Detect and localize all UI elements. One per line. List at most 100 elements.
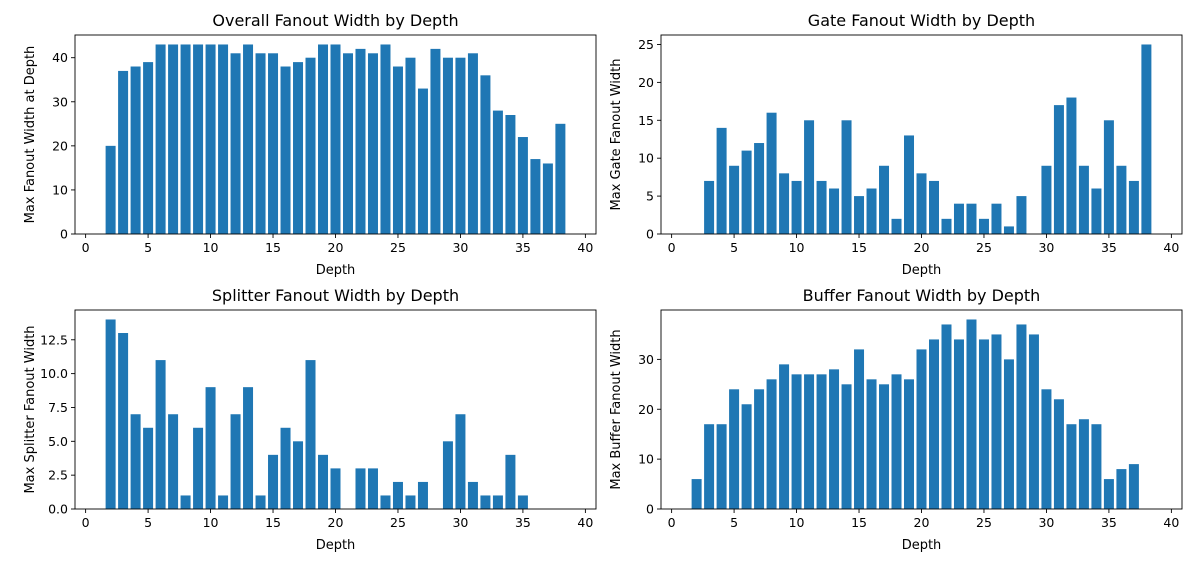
splitter-bar-depth-26 bbox=[405, 495, 416, 509]
buffer-bar-depth-7 bbox=[754, 389, 765, 509]
splitter-x-tick-label: 15 bbox=[265, 515, 281, 530]
gate-x-tick-label: 15 bbox=[851, 240, 867, 255]
overall-bar-depth-11 bbox=[218, 44, 229, 235]
splitter-bar-depth-22 bbox=[355, 468, 366, 509]
overall-bar-depth-3 bbox=[118, 70, 129, 234]
buffer-bar-depth-16 bbox=[866, 379, 877, 509]
buffer-y-tick-label: 10 bbox=[638, 452, 654, 467]
gate-x-tick-label: 0 bbox=[668, 240, 676, 255]
buffer-bar-depth-9 bbox=[779, 364, 790, 509]
gate-bar-depth-7 bbox=[754, 143, 765, 234]
buffer-x-tick-label: 15 bbox=[851, 515, 867, 530]
overall-bar-depth-15 bbox=[268, 53, 279, 234]
splitter-bar-depth-18 bbox=[305, 360, 316, 509]
overall-bar-depth-20 bbox=[330, 44, 341, 235]
buffer-y-tick-label: 30 bbox=[638, 352, 654, 367]
splitter-bar-depth-35 bbox=[517, 495, 528, 509]
buffer-bar-depth-3 bbox=[704, 424, 715, 509]
gate-bar-depth-3 bbox=[704, 180, 715, 234]
overall-x-tick-label: 25 bbox=[390, 240, 406, 255]
overall-bar-depth-18 bbox=[305, 57, 316, 235]
gate-x-tick-label: 5 bbox=[730, 240, 738, 255]
buffer-bar-depth-18 bbox=[891, 374, 902, 509]
overall-bar-depth-13 bbox=[243, 44, 254, 235]
splitter-chart-title: Splitter Fanout Width by Depth bbox=[212, 286, 459, 305]
gate-bar-depth-14 bbox=[841, 120, 852, 234]
overall-bar-depth-26 bbox=[405, 57, 416, 235]
buffer-y-axis-label: Max Buffer Fanout Width bbox=[609, 329, 624, 489]
overall-bar-depth-10 bbox=[205, 44, 216, 235]
buffer-bar-depth-21 bbox=[929, 339, 939, 509]
gate-bar-depth-32 bbox=[1066, 97, 1077, 234]
gate-bar-depth-11 bbox=[804, 120, 815, 234]
splitter-x-tick-label: 20 bbox=[328, 515, 344, 530]
overall-bar-depth-32 bbox=[480, 75, 491, 234]
overall-bar-depth-30 bbox=[455, 57, 466, 235]
buffer-bar-depth-6 bbox=[741, 404, 752, 509]
gate-bar-depth-26 bbox=[991, 203, 1002, 234]
splitter-bar-depth-31 bbox=[467, 481, 478, 509]
splitter-bar-depth-23 bbox=[367, 468, 378, 509]
buffer-bar-depth-4 bbox=[716, 424, 727, 509]
buffer-x-tick-label: 30 bbox=[1038, 515, 1054, 530]
buffer-bar-depth-22 bbox=[941, 324, 952, 509]
overall-bar-depth-25 bbox=[392, 66, 403, 234]
overall-bar-depth-12 bbox=[230, 53, 241, 234]
buffer-bar-depth-30 bbox=[1041, 389, 1052, 509]
gate-chart: 0 5 10 15 20 25 30 35 40 0 5 10 15 20 25 Gate Fanout Wi… bbox=[609, 11, 1183, 278]
gate-chart-title: Gate Fanout Width by Depth bbox=[808, 11, 1035, 30]
gate-bar-depth-24 bbox=[966, 203, 977, 234]
buffer-x-tick-label: 5 bbox=[730, 515, 738, 530]
splitter-x-tick-label: 30 bbox=[452, 515, 468, 530]
buffer-bar-depth-15 bbox=[854, 349, 865, 509]
overall-x-tick-label: 35 bbox=[515, 240, 531, 255]
overall-bar-depth-28 bbox=[430, 48, 441, 234]
buffer-bar-depth-29 bbox=[1028, 334, 1039, 509]
gate-bar-depth-8 bbox=[766, 112, 777, 234]
overall-x-tick-label: 30 bbox=[452, 240, 468, 255]
buffer-x-axis-label: Depth bbox=[902, 538, 942, 553]
splitter-y-axis-label: Max Splitter Fanout Width bbox=[23, 325, 38, 493]
gate-bar-depth-20 bbox=[916, 173, 927, 234]
gate-x-tick-label: 40 bbox=[1163, 240, 1179, 255]
splitter-y-tick-label: 10.0 bbox=[40, 366, 68, 381]
overall-chart-title: Overall Fanout Width by Depth bbox=[212, 11, 458, 30]
gate-y-axis-label: Max Gate Fanout Width bbox=[609, 59, 624, 211]
gate-bar-depth-30 bbox=[1041, 165, 1052, 234]
gate-x-axis-label: Depth bbox=[902, 263, 942, 278]
gate-bar-depth-35 bbox=[1103, 120, 1114, 234]
overall-bar-depth-23 bbox=[367, 53, 378, 234]
gate-y-tick-label: 0 bbox=[646, 227, 654, 242]
overall-bar-depth-38 bbox=[555, 123, 566, 234]
splitter-y-tick-label: 0.0 bbox=[48, 502, 68, 517]
gate-bar-depth-15 bbox=[854, 196, 865, 234]
splitter-x-tick-label: 25 bbox=[390, 515, 406, 530]
overall-x-tick-label: 5 bbox=[144, 240, 152, 255]
gate-y-tick-label: 20 bbox=[638, 75, 654, 90]
gate-bar-depth-10 bbox=[791, 180, 802, 234]
splitter-bar-depth-24 bbox=[380, 495, 391, 509]
buffer-bar-depth-2 bbox=[691, 479, 702, 509]
buffer-bar-depth-32 bbox=[1066, 424, 1077, 509]
overall-x-tick-label: 10 bbox=[203, 240, 219, 255]
overall-y-axis-label: Max Fanout Width at Depth bbox=[23, 46, 38, 224]
overall-y-tick-label: 30 bbox=[52, 94, 68, 109]
gate-x-tick-label: 20 bbox=[914, 240, 930, 255]
buffer-bar-depth-19 bbox=[904, 379, 915, 509]
gate-y-tick-label: 15 bbox=[638, 113, 654, 128]
buffer-bar-depth-26 bbox=[991, 334, 1002, 509]
splitter-bar-depth-6 bbox=[155, 360, 166, 509]
splitter-bar-depth-29 bbox=[442, 441, 453, 509]
overall-bar-depth-24 bbox=[380, 44, 391, 235]
overall-bar-depth-8 bbox=[180, 44, 191, 235]
buffer-bar-depth-12 bbox=[816, 374, 827, 509]
buffer-x-tick-label: 35 bbox=[1101, 515, 1117, 530]
splitter-bar-depth-14 bbox=[255, 495, 266, 509]
buffer-bar-depth-8 bbox=[766, 379, 777, 509]
overall-bar-depth-31 bbox=[467, 53, 478, 234]
overall-bar-depth-21 bbox=[343, 53, 353, 234]
overall-bar-depth-2 bbox=[105, 145, 116, 234]
buffer-bar-depth-37 bbox=[1128, 464, 1139, 509]
splitter-bar-depth-8 bbox=[180, 495, 191, 509]
